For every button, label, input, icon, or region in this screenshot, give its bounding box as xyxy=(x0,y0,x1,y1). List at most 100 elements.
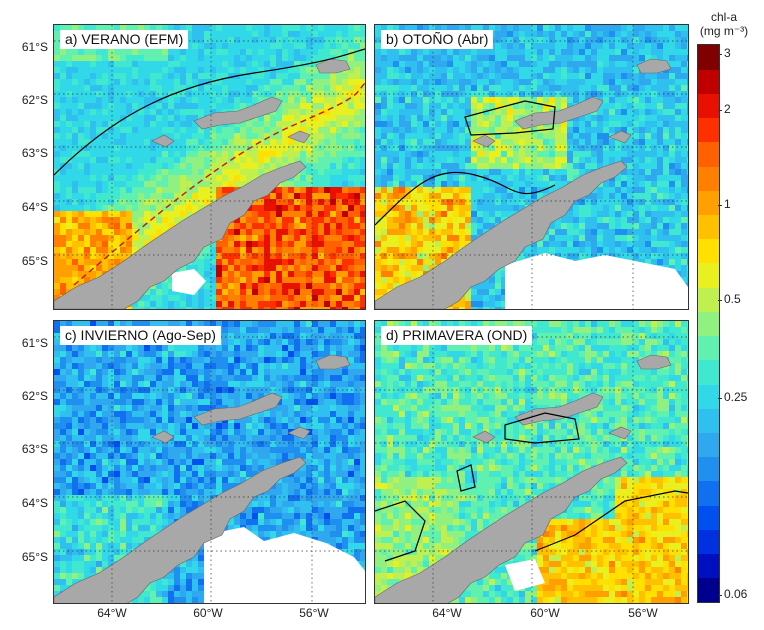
chl-pixel xyxy=(597,49,603,55)
chl-pixel xyxy=(567,175,573,181)
chl-pixel xyxy=(519,61,525,67)
chl-pixel xyxy=(681,37,687,43)
chl-pixel xyxy=(669,139,675,145)
chl-pixel xyxy=(447,121,453,127)
chl-pixel xyxy=(252,61,258,67)
chl-pixel xyxy=(114,121,120,127)
chl-pixel xyxy=(90,103,96,109)
chl-pixel xyxy=(651,157,657,163)
chl-pixel xyxy=(459,121,465,127)
chl-pixel xyxy=(312,25,318,31)
chl-pixel xyxy=(354,307,360,309)
chl-pixel xyxy=(342,49,348,55)
chl-pixel xyxy=(513,79,519,85)
chl-pixel xyxy=(210,85,216,91)
chl-pixel xyxy=(405,241,411,247)
chl-pixel xyxy=(270,55,276,61)
chl-pixel xyxy=(381,55,387,61)
chl-pixel xyxy=(549,43,555,49)
chl-pixel xyxy=(621,67,627,73)
map-summer xyxy=(54,25,365,309)
chl-pixel xyxy=(156,25,162,31)
chl-pixel xyxy=(306,253,312,259)
chl-pixel xyxy=(399,271,405,277)
chl-pixel xyxy=(234,25,240,31)
chl-pixel xyxy=(639,211,645,217)
chl-pixel xyxy=(132,247,138,253)
chl-pixel xyxy=(435,163,441,169)
chl-pixel xyxy=(495,193,501,199)
chl-pixel xyxy=(375,199,381,205)
chl-pixel xyxy=(645,259,651,265)
chl-pixel xyxy=(132,301,138,307)
chl-pixel xyxy=(294,73,300,79)
chl-pixel xyxy=(252,211,258,217)
chl-pixel xyxy=(78,139,84,145)
chl-pixel xyxy=(54,91,60,97)
chl-pixel xyxy=(270,37,276,43)
chl-pixel xyxy=(531,145,537,151)
chl-pixel xyxy=(270,91,276,97)
chl-pixel xyxy=(294,301,300,307)
chl-pixel xyxy=(168,127,174,133)
chl-pixel xyxy=(246,289,252,295)
chl-pixel xyxy=(375,115,381,121)
chl-pixel xyxy=(252,139,258,145)
chl-pixel xyxy=(354,55,360,61)
chl-pixel xyxy=(198,205,204,211)
chl-pixel xyxy=(495,103,501,109)
chl-pixel xyxy=(156,127,162,133)
chl-pixel xyxy=(375,145,381,151)
chl-pixel xyxy=(168,25,174,31)
chl-pixel xyxy=(675,187,681,193)
chl-pixel xyxy=(501,277,507,283)
chl-pixel xyxy=(507,199,513,205)
chl-pixel xyxy=(288,31,294,37)
chl-pixel xyxy=(399,205,405,211)
chl-pixel xyxy=(531,73,537,79)
chl-pixel xyxy=(435,97,441,103)
chl-pixel xyxy=(186,169,192,175)
chl-pixel xyxy=(288,199,294,205)
chl-pixel xyxy=(84,85,90,91)
chl-pixel xyxy=(276,67,282,73)
chl-pixel xyxy=(222,25,228,31)
chl-pixel xyxy=(282,31,288,37)
chl-pixel xyxy=(342,277,348,283)
chl-pixel xyxy=(294,259,300,265)
chl-pixel xyxy=(411,145,417,151)
chl-pixel xyxy=(627,175,633,181)
chl-pixel xyxy=(423,187,429,193)
chl-pixel xyxy=(138,85,144,91)
chl-pixel xyxy=(603,49,609,55)
chl-pixel xyxy=(651,55,657,61)
chl-pixel xyxy=(495,43,501,49)
chl-pixel xyxy=(336,283,342,289)
chl-pixel xyxy=(300,43,306,49)
chl-pixel xyxy=(627,145,633,151)
chl-pixel xyxy=(126,229,132,235)
chl-pixel xyxy=(246,169,252,175)
chl-pixel xyxy=(270,289,276,295)
chl-pixel xyxy=(603,121,609,127)
chl-pixel xyxy=(411,163,417,169)
chl-pixel xyxy=(174,79,180,85)
chl-pixel xyxy=(336,199,342,205)
chl-pixel xyxy=(453,73,459,79)
chl-pixel xyxy=(276,115,282,121)
chl-pixel xyxy=(621,223,627,229)
chl-pixel xyxy=(639,37,645,43)
chl-pixel xyxy=(264,31,270,37)
chl-pixel xyxy=(294,307,300,309)
chl-pixel xyxy=(669,37,675,43)
chl-pixel xyxy=(435,61,441,67)
chl-pixel xyxy=(288,67,294,73)
chl-pixel xyxy=(276,139,282,145)
chl-pixel xyxy=(330,157,336,163)
chl-pixel xyxy=(645,151,651,157)
chl-pixel xyxy=(543,247,549,253)
chl-pixel xyxy=(318,121,324,127)
chl-pixel xyxy=(645,127,651,133)
chl-pixel xyxy=(288,289,294,295)
chl-pixel xyxy=(60,73,66,79)
